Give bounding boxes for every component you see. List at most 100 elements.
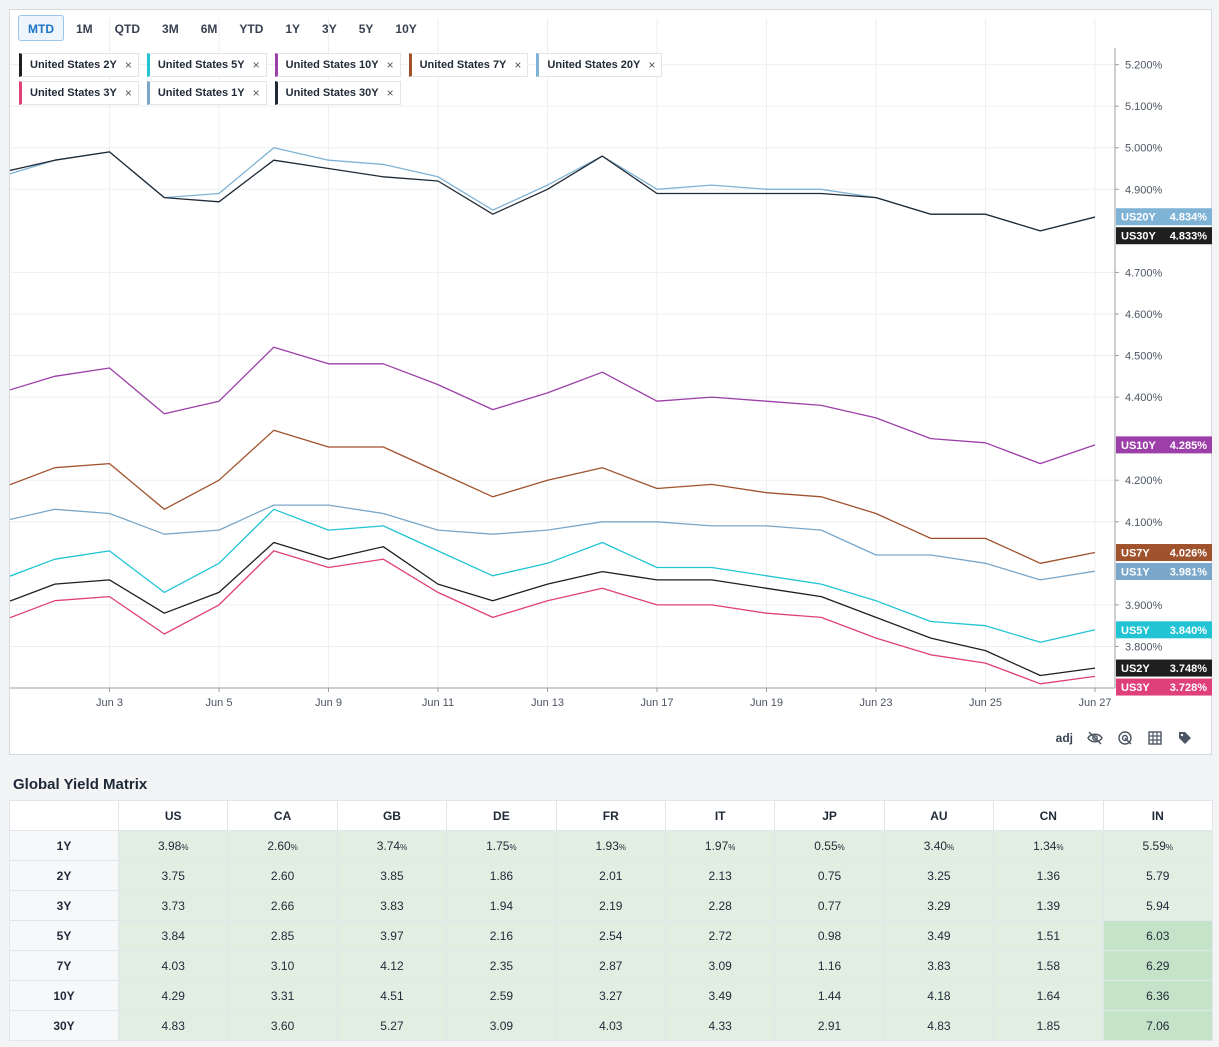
matrix-cell[interactable]: 6.03 xyxy=(1102,920,1214,951)
matrix-cell[interactable]: 3.98% xyxy=(117,830,229,861)
range-button-6m[interactable]: 6M xyxy=(200,22,218,36)
matrix-column-header[interactable]: IN xyxy=(1102,800,1214,831)
range-button-3m[interactable]: 3M xyxy=(162,22,179,36)
legend-chip-us5y[interactable]: United States 5Y × xyxy=(146,53,267,77)
matrix-cell[interactable]: 3.09 xyxy=(446,1010,557,1041)
adj-toggle[interactable]: adj xyxy=(1055,731,1073,745)
matrix-cell[interactable]: 3.29 xyxy=(883,890,995,921)
matrix-column-header[interactable]: US xyxy=(117,800,229,831)
legend-chip-us30y[interactable]: United States 30Y × xyxy=(274,81,401,105)
range-button-1m[interactable]: 1M xyxy=(76,22,93,36)
matrix-cell[interactable]: 0.98 xyxy=(774,920,885,951)
legend-chip-us1y[interactable]: United States 1Y × xyxy=(146,81,267,105)
remove-series-icon[interactable]: × xyxy=(514,58,522,72)
matrix-cell[interactable]: 3.25 xyxy=(883,860,995,891)
legend-chip-us7y[interactable]: United States 7Y × xyxy=(408,53,529,77)
matrix-cell[interactable]: 3.10 xyxy=(227,950,338,981)
matrix-column-header[interactable]: DE xyxy=(446,800,557,831)
series-line-us10y[interactable] xyxy=(10,346,1096,465)
range-button-10y[interactable]: 10Y xyxy=(395,22,417,36)
matrix-cell[interactable]: 2.35 xyxy=(446,950,557,981)
matrix-column-header[interactable]: CN xyxy=(993,800,1104,831)
legend-chip-us10y[interactable]: United States 10Y × xyxy=(274,53,401,77)
matrix-cell[interactable]: 4.03 xyxy=(555,1010,666,1041)
range-button-ytd[interactable]: YTD xyxy=(239,22,264,36)
matrix-cell[interactable]: 2.59 xyxy=(446,980,557,1011)
matrix-cell[interactable]: 2.13 xyxy=(664,860,776,891)
matrix-cell[interactable]: 1.34% xyxy=(993,830,1104,861)
series-line-us5y[interactable] xyxy=(10,508,1096,643)
range-button-1y[interactable]: 1Y xyxy=(285,22,301,36)
tag-icon[interactable] xyxy=(1177,730,1193,746)
matrix-cell[interactable]: 4.29 xyxy=(117,980,229,1011)
matrix-cell[interactable]: 2.60% xyxy=(227,830,338,861)
matrix-cell[interactable]: 5.79 xyxy=(1102,860,1214,891)
matrix-cell[interactable]: 4.83 xyxy=(883,1010,995,1041)
matrix-cell[interactable]: 2.72 xyxy=(664,920,776,951)
remove-series-icon[interactable]: × xyxy=(648,58,656,72)
matrix-cell[interactable]: 3.85 xyxy=(336,860,448,891)
matrix-cell[interactable]: 6.29 xyxy=(1102,950,1214,981)
matrix-cell[interactable]: 2.54 xyxy=(555,920,666,951)
matrix-cell[interactable]: 2.87 xyxy=(555,950,666,981)
matrix-cell[interactable]: 3.74% xyxy=(336,830,448,861)
series-line-us1y[interactable] xyxy=(10,504,1096,581)
grid-icon[interactable] xyxy=(1147,730,1163,746)
matrix-column-header[interactable]: IT xyxy=(664,800,776,831)
legend-chip-us2y[interactable]: United States 2Y × xyxy=(19,53,139,77)
matrix-column-header[interactable]: CA xyxy=(227,800,338,831)
matrix-cell[interactable]: 5.27 xyxy=(336,1010,448,1041)
remove-series-icon[interactable]: × xyxy=(124,58,132,72)
remove-series-icon[interactable]: × xyxy=(252,58,260,72)
range-button-3y[interactable]: 3Y xyxy=(322,22,337,36)
matrix-cell[interactable]: 3.75 xyxy=(117,860,229,891)
legend-chip-us3y[interactable]: United States 3Y × xyxy=(19,81,139,105)
series-line-us30y[interactable] xyxy=(10,151,1096,232)
matrix-cell[interactable]: 2.01 xyxy=(555,860,666,891)
matrix-cell[interactable]: 1.36 xyxy=(993,860,1104,891)
matrix-cell[interactable]: 1.93% xyxy=(555,830,666,861)
legend-chip-us20y[interactable]: United States 20Y × xyxy=(536,53,663,77)
matrix-cell[interactable]: 3.49 xyxy=(883,920,995,951)
matrix-cell[interactable]: 5.94 xyxy=(1102,890,1214,921)
matrix-cell[interactable]: 4.33 xyxy=(664,1010,776,1041)
matrix-cell[interactable]: 4.51 xyxy=(336,980,448,1011)
matrix-cell[interactable]: 4.18 xyxy=(883,980,995,1011)
matrix-cell[interactable]: 1.44 xyxy=(774,980,885,1011)
matrix-cell[interactable]: 0.55% xyxy=(774,830,885,861)
matrix-cell[interactable]: 3.27 xyxy=(555,980,666,1011)
matrix-cell[interactable]: 3.31 xyxy=(227,980,338,1011)
matrix-cell[interactable]: 4.12 xyxy=(336,950,448,981)
matrix-cell[interactable]: 1.85 xyxy=(993,1010,1104,1041)
matrix-cell[interactable]: 1.86 xyxy=(446,860,557,891)
matrix-cell[interactable]: 2.16 xyxy=(446,920,557,951)
series-line-us2y[interactable] xyxy=(10,541,1096,677)
range-button-qtd[interactable]: QTD xyxy=(114,22,141,36)
matrix-cell[interactable]: 4.03 xyxy=(117,950,229,981)
matrix-cell[interactable]: 3.83 xyxy=(336,890,448,921)
remove-series-icon[interactable]: × xyxy=(386,86,394,100)
matrix-cell[interactable]: 2.91 xyxy=(774,1010,885,1041)
remove-series-icon[interactable]: × xyxy=(124,86,132,100)
hide-eye-icon[interactable] xyxy=(1087,730,1103,746)
matrix-cell[interactable]: 3.97 xyxy=(336,920,448,951)
matrix-cell[interactable]: 1.16 xyxy=(774,950,885,981)
matrix-cell[interactable]: 2.66 xyxy=(227,890,338,921)
matrix-column-header[interactable]: AU xyxy=(883,800,995,831)
matrix-cell[interactable]: 1.75% xyxy=(446,830,557,861)
matrix-cell[interactable]: 1.64 xyxy=(993,980,1104,1011)
matrix-cell[interactable]: 1.58 xyxy=(993,950,1104,981)
matrix-cell[interactable]: 4.83 xyxy=(117,1010,229,1041)
matrix-cell[interactable]: 3.40% xyxy=(883,830,995,861)
matrix-cell[interactable]: 3.84 xyxy=(117,920,229,951)
matrix-cell[interactable]: 2.60 xyxy=(227,860,338,891)
matrix-cell[interactable]: 2.28 xyxy=(664,890,776,921)
matrix-cell[interactable]: 3.60 xyxy=(227,1010,338,1041)
remove-series-icon[interactable]: × xyxy=(252,86,260,100)
remove-series-icon[interactable]: × xyxy=(386,58,394,72)
matrix-cell[interactable]: 1.97% xyxy=(664,830,776,861)
matrix-cell[interactable]: 1.51 xyxy=(993,920,1104,951)
matrix-cell[interactable]: 0.75 xyxy=(774,860,885,891)
matrix-column-header[interactable]: FR xyxy=(555,800,666,831)
matrix-column-header[interactable]: JP xyxy=(774,800,885,831)
